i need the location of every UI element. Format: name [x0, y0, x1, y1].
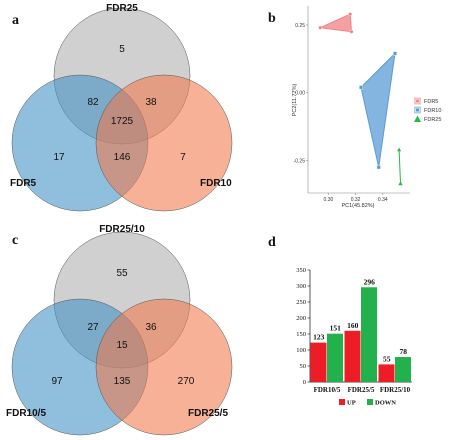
pca-legend-marker: [415, 108, 420, 112]
bar-y-tick-label: 200: [296, 315, 306, 322]
venn-a-left-right: 146: [114, 152, 131, 163]
bar-chart: 0 50 100 150 200 250 300 350 123 151 FDR10/5 160 29…: [296, 267, 412, 407]
pca-ticks: 0.30 0.32 0.34 0.25 0.00 -0.25: [294, 23, 388, 203]
bar-up: [310, 342, 327, 382]
pca-point: [359, 85, 364, 90]
venn-a-label-fdr25: FDR25: [106, 3, 138, 14]
pca-point: [376, 165, 381, 170]
pca-y-tick-label: -0.25: [294, 158, 306, 164]
bar-marks: 123 151 FDR10/5 160 296 FDR25/5 55 78 FDR25/10: [310, 277, 411, 394]
bar-y-tick-label: 50: [300, 363, 307, 370]
pca-hull-fdr10: [360, 51, 396, 168]
venn-a-top-only: 5: [119, 44, 125, 55]
pca-y-tick-label: 0.00: [295, 91, 305, 97]
pca-point: [318, 25, 323, 30]
pca-point: [397, 147, 402, 152]
pca-legend-label: FDR25: [424, 117, 441, 123]
pca-y-tick-label: 0.25: [295, 23, 305, 29]
pca-points: [318, 12, 403, 186]
venn-a-right-only: 7: [180, 152, 186, 163]
pca-x-tick-label: 0.34: [378, 197, 388, 203]
bar-down: [327, 333, 343, 382]
bar-down: [361, 287, 377, 382]
bar-legend-swatch: [367, 399, 373, 405]
venn-a: FDR25 FDR5 FDR10 5 17 7 82 38 146 1725: [10, 3, 233, 212]
pca-legend-label: FDR5: [424, 99, 438, 105]
pca-point: [393, 51, 398, 56]
pca-y-title: PC2(11.77%): [292, 84, 298, 117]
venn-a-circle-fdr10: [95, 74, 233, 212]
pca-hull-fdr25: [398, 149, 401, 184]
venn-a-label-fdr10: FDR10: [200, 178, 232, 189]
pca-legend-marker: [415, 98, 420, 103]
bar-data-label: 78: [400, 347, 408, 356]
bar-y-tick-label: 300: [296, 283, 306, 290]
venn-c-label-fdr10-5: FDR10/5: [6, 408, 46, 419]
bar-data-label: 55: [383, 354, 391, 363]
bar-down: [395, 357, 411, 382]
venn-c-left-right: 135: [114, 376, 131, 387]
pca-x-tick-label: 0.30: [324, 197, 334, 203]
venn-c-top-right: 36: [145, 322, 157, 333]
pca-x-title: PC1(45.82%): [341, 203, 374, 209]
bar-category-label: FDR25/5: [348, 386, 375, 394]
pca-legend-marker: [414, 115, 421, 122]
panel-b-letter: b: [268, 11, 276, 26]
pca-chart: 0.30 0.32 0.34 0.25 0.00 -0.25 PC1(45.82%) PC…: [292, 6, 441, 209]
bar-y-tick-label: 350: [296, 267, 306, 274]
pca-hulls: [318, 13, 401, 184]
bar-data-label: 151: [330, 324, 342, 333]
bar-category-label: FDR25/10: [380, 386, 411, 394]
venn-a-center: 1725: [111, 116, 134, 127]
bar-y-tick-label: 0: [303, 379, 306, 386]
bar-data-label: 123: [313, 333, 325, 342]
venn-c-label-fdr25-10: FDR25/10: [99, 224, 145, 235]
pca-hull-fdr5: [318, 13, 353, 33]
bar-legend-swatch: [339, 399, 345, 405]
venn-c-top-only: 55: [116, 268, 128, 279]
bar-y-tick-label: 150: [296, 331, 306, 338]
venn-c-top-left: 27: [87, 322, 99, 333]
panel-a-letter: a: [12, 13, 19, 28]
pca-legend-label: FDR10: [424, 108, 441, 114]
venn-a-top-left: 82: [87, 97, 99, 108]
bar-data-label: 160: [347, 321, 359, 330]
bar-legend-label: DOWN: [375, 400, 396, 407]
pca-legend: FDR5 FDR10 FDR25: [414, 97, 441, 123]
pca-x-tick-label: 0.32: [351, 197, 361, 203]
panel-c-letter: c: [12, 233, 18, 248]
venn-c-left-only: 97: [51, 376, 63, 387]
venn-c-center: 15: [116, 340, 128, 351]
pca-point: [348, 12, 353, 17]
venn-a-left-only: 17: [53, 152, 65, 163]
bar-y-tick-label: 250: [296, 299, 306, 306]
venn-c: FDR25/10 FDR10/5 FDR25/5 55 97 270 27 36…: [6, 224, 233, 436]
bar-up: [378, 364, 395, 382]
pca-point: [398, 181, 403, 186]
bar-up: [344, 330, 361, 382]
venn-c-label-fdr25-5: FDR25/5: [188, 408, 228, 419]
pca-point: [349, 29, 354, 34]
bar-ticks: 0 50 100 150 200 250 300 350: [296, 267, 310, 386]
venn-a-label-fdr5: FDR5: [10, 178, 37, 189]
bar-legend-label: UP: [347, 400, 356, 407]
bar-y-tick-label: 100: [296, 347, 306, 354]
bar-legend: UP DOWN: [339, 399, 396, 407]
venn-a-top-right: 38: [145, 97, 157, 108]
panel-d-letter: d: [268, 235, 276, 250]
bar-data-label: 296: [364, 277, 376, 286]
venn-c-circle-fdr25-5: [95, 298, 233, 436]
venn-c-right-only: 270: [178, 376, 195, 387]
bar-category-label: FDR10/5: [314, 386, 341, 394]
